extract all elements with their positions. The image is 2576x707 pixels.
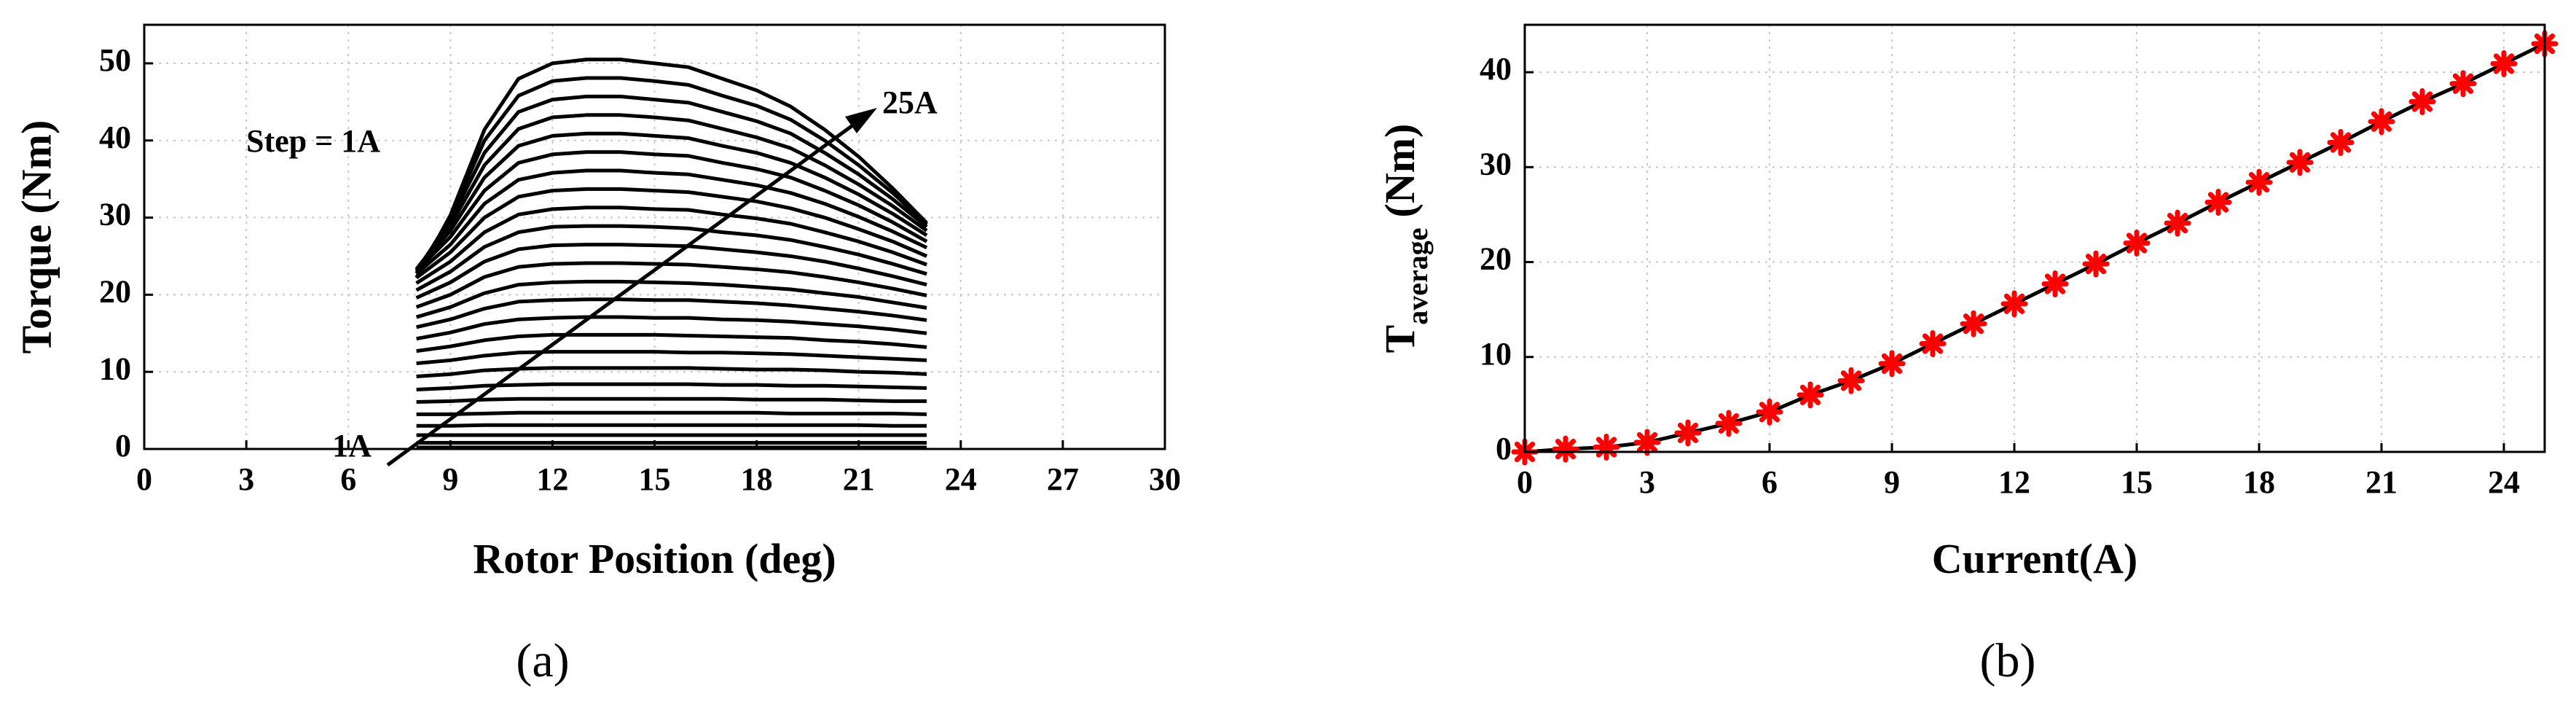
marker: [2164, 209, 2191, 237]
data-line: [416, 350, 927, 366]
marker: [2286, 149, 2314, 176]
marker: [2245, 168, 2273, 196]
x-tick-label: 18: [2243, 464, 2275, 500]
y-tick-label: 50: [99, 42, 131, 78]
marker: [1715, 410, 1743, 437]
x-tick-label: 15: [2121, 464, 2153, 500]
annotation-arrowhead: [845, 108, 877, 133]
x-tick-label: 0: [136, 461, 152, 497]
data-line: [415, 261, 927, 309]
x-tick-label: 9: [1884, 464, 1900, 500]
marker: [1960, 310, 1987, 337]
x-axis-title: Rotor Position (deg): [473, 535, 836, 582]
marker: [2327, 128, 2355, 156]
data-line: [415, 113, 928, 270]
marker: [1796, 381, 1824, 409]
x-tick-label: 30: [1149, 461, 1181, 497]
y-tick-label: 40: [99, 120, 131, 155]
x-axis-title: Current(A): [1932, 535, 2137, 582]
marker: [2490, 50, 2518, 77]
x-tick-label: 9: [442, 461, 458, 497]
marker: [2368, 108, 2395, 136]
axes-frame: [1523, 23, 2546, 453]
y-tick-label: 10: [99, 351, 131, 386]
marker: [1837, 367, 1865, 394]
y-axis-title-sub: average: [1401, 227, 1434, 324]
y-tick-label: 10: [1480, 336, 1512, 372]
x-tick-label: 21: [2365, 464, 2398, 500]
data-line: [416, 315, 927, 341]
data-line: [416, 382, 927, 392]
data-line: [415, 131, 928, 271]
x-tick-label: 12: [1998, 464, 2030, 500]
data-line: [416, 297, 927, 329]
y-axis-title: Torque (Nm): [12, 120, 60, 354]
data-line: [415, 224, 927, 292]
y-tick-label: 20: [99, 273, 131, 309]
data-line: [415, 58, 928, 279]
data-line: [415, 187, 928, 280]
data-line: [1524, 42, 2546, 454]
data-line: [416, 366, 927, 379]
annotation-arrow: [386, 118, 861, 467]
x-tick-label: 3: [1639, 464, 1655, 500]
x-tick-label: 6: [340, 461, 356, 497]
data-line: [415, 94, 928, 272]
annotation: 1A: [332, 428, 372, 464]
data-line: [415, 76, 928, 275]
x-tick-label: 6: [1762, 464, 1778, 500]
x-tick-label: 24: [945, 461, 977, 497]
marker: [1878, 350, 1906, 378]
x-tick-label: 21: [843, 461, 875, 497]
y-tick-label: 0: [115, 428, 131, 464]
y-tick-label: 0: [1496, 431, 1512, 466]
y-tick-label: 30: [99, 197, 131, 233]
marker: [2041, 270, 2069, 298]
marker: [2123, 230, 2151, 257]
x-tick-label: 18: [741, 461, 773, 497]
data-line: [415, 206, 927, 285]
annotation: 25A: [882, 85, 938, 120]
data-line: [415, 150, 928, 273]
marker: [1919, 330, 1947, 358]
marker: [2204, 189, 2232, 216]
marker: [1552, 435, 1579, 463]
y-tick-label: 40: [1480, 51, 1512, 87]
marker: [1674, 419, 1702, 447]
data-line: [415, 168, 928, 276]
data-line: [416, 423, 927, 428]
y-tick-label: 20: [1480, 241, 1512, 277]
data-line: [416, 410, 927, 416]
x-tick-label: 27: [1047, 461, 1079, 497]
y-axis-title-unit: (Nm): [1376, 124, 1424, 218]
axes-frame: [143, 23, 1166, 450]
x-tick-label: 24: [2488, 464, 2520, 500]
annotation: Step = 1A: [246, 123, 380, 159]
y-tick-label: 30: [1480, 146, 1512, 181]
data-line: [416, 332, 927, 354]
data-line: [416, 397, 927, 404]
marker: [2000, 290, 2028, 318]
marker: [2449, 70, 2477, 98]
x-tick-label: 12: [536, 461, 568, 497]
figure-label: (b): [1980, 634, 2036, 687]
x-tick-label: 3: [238, 461, 254, 497]
x-tick-label: 0: [1517, 464, 1533, 500]
marker: [1593, 433, 1620, 461]
marker: [1756, 398, 1783, 426]
data-line: [415, 243, 927, 300]
x-tick-label: 15: [639, 461, 671, 497]
figure-label: (a): [516, 634, 569, 687]
marker: [1633, 429, 1661, 456]
data-line: [415, 279, 927, 319]
y-axis-title-main: T: [1376, 325, 1424, 354]
marker: [2082, 250, 2110, 278]
marker: [2408, 87, 2436, 115]
y-axis-title: Taverage (Nm): [1376, 124, 1434, 354]
